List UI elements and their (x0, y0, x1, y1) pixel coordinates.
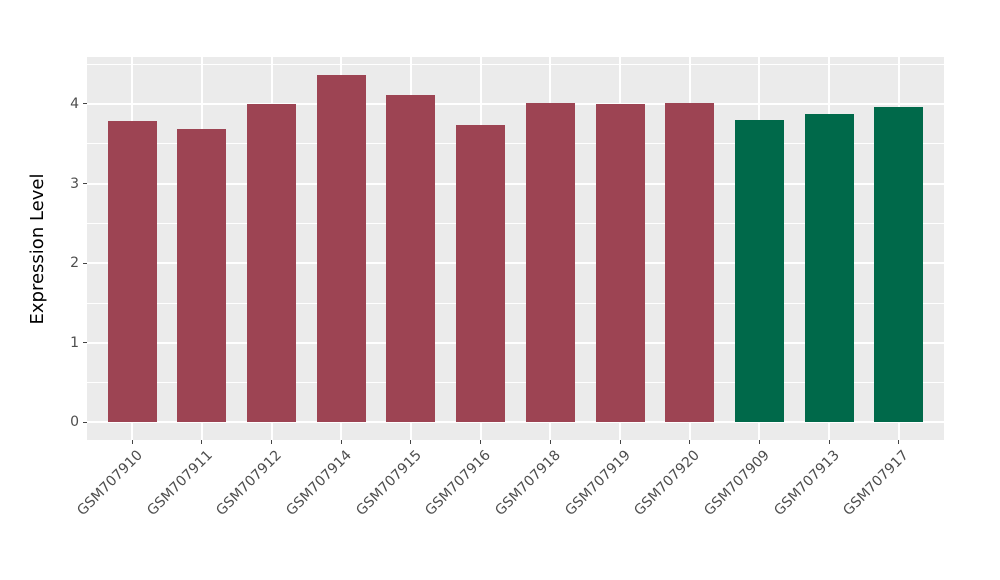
x-tick-label: GSM707917 (840, 447, 913, 519)
bar-GSM707919 (595, 103, 645, 423)
bar-GSM707918 (525, 103, 575, 423)
bar-GSM707915 (386, 95, 436, 423)
y-tick-label: 3 (70, 175, 79, 192)
bar-GSM707917 (874, 107, 924, 423)
gridline-minor (87, 63, 944, 65)
x-tick-label: GSM707919 (562, 447, 634, 519)
y-tick-mark (83, 183, 87, 185)
gridline-minor (87, 382, 944, 384)
bar-GSM707916 (456, 125, 506, 423)
x-tick-mark (828, 440, 830, 444)
y-tick-mark (83, 262, 87, 264)
gridline-minor (87, 222, 944, 224)
gridline-minor (87, 143, 944, 145)
x-tick-mark (201, 440, 203, 444)
x-tick-label: GSM707914 (283, 447, 355, 519)
x-tick-label: GSM707913 (771, 447, 843, 519)
x-tick-mark (480, 440, 482, 444)
x-tick-mark (340, 440, 342, 444)
plot-panel (87, 57, 944, 440)
x-tick-label: GSM707916 (422, 447, 495, 519)
x-tick-label: GSM707909 (701, 447, 773, 519)
gridline-minor (87, 302, 944, 304)
bar-GSM707920 (665, 103, 715, 423)
y-axis-title: Expression Level (27, 173, 48, 324)
x-tick-label: GSM707911 (143, 447, 216, 519)
x-tick-mark (898, 440, 900, 444)
x-tick-mark (549, 440, 551, 444)
x-tick-mark (131, 440, 133, 444)
y-tick-mark (83, 421, 87, 423)
y-tick-label: 0 (70, 414, 79, 431)
gridline-major (87, 182, 944, 185)
bar-GSM707911 (177, 129, 227, 423)
x-tick-label: GSM707920 (631, 447, 704, 519)
x-tick-mark (619, 440, 621, 444)
x-tick-mark (271, 440, 273, 444)
y-tick-mark (83, 103, 87, 105)
x-tick-label: GSM707910 (74, 447, 146, 519)
bar-GSM707909 (734, 119, 784, 423)
gridline-major (87, 341, 944, 344)
gridline-major (87, 102, 944, 105)
x-tick-label: GSM707915 (352, 447, 425, 519)
bar-GSM707913 (804, 114, 854, 423)
x-tick-mark (758, 440, 760, 444)
gridline-major (87, 262, 944, 265)
y-tick-label: 2 (70, 255, 79, 272)
x-tick-label: GSM707918 (492, 447, 564, 519)
gridline-major (87, 421, 944, 424)
y-tick-mark (83, 342, 87, 344)
x-tick-mark (410, 440, 412, 444)
bar-GSM707912 (247, 103, 297, 423)
x-tick-label: GSM707912 (213, 447, 286, 519)
bar-GSM707914 (316, 74, 366, 423)
x-tick-mark (689, 440, 691, 444)
bar-GSM707910 (107, 120, 157, 423)
y-tick-label: 1 (70, 334, 79, 351)
y-tick-label: 4 (70, 95, 79, 112)
